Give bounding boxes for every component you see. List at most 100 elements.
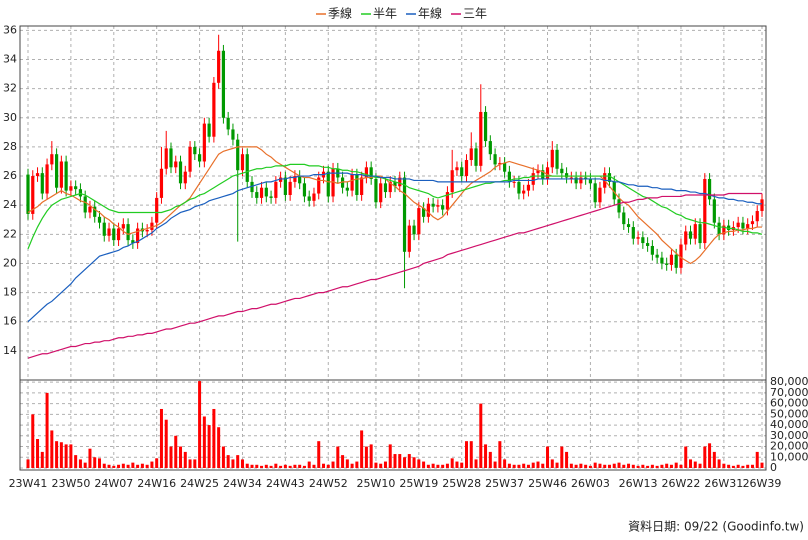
- volume-bar: [588, 465, 592, 468]
- candle-body: [74, 186, 78, 190]
- x-tick-label: 26W22: [662, 477, 701, 490]
- volume-bar: [298, 464, 302, 468]
- candle-body: [379, 183, 383, 203]
- volume-bar: [536, 461, 540, 468]
- volume-bar: [383, 461, 387, 468]
- candle-body: [536, 170, 540, 174]
- candle-body: [431, 203, 435, 207]
- candle-body: [283, 177, 287, 195]
- y2-tick-label: 30,000: [770, 429, 808, 442]
- volume-bar: [331, 461, 335, 468]
- y2-tick-label: 40,000: [770, 418, 808, 431]
- volume-bar: [755, 451, 759, 468]
- candle-body: [264, 187, 268, 197]
- candle-body: [727, 225, 731, 230]
- candle-body: [722, 225, 726, 235]
- legend-label: 三年: [463, 7, 487, 21]
- candle-body: [197, 154, 202, 162]
- volume-bar: [169, 446, 173, 468]
- volume-bar: [255, 464, 259, 468]
- candle-body: [40, 173, 44, 194]
- volume-bar: [655, 465, 659, 468]
- candle-body: [750, 221, 755, 225]
- volume-bar: [360, 430, 364, 468]
- volume-bar: [31, 414, 35, 468]
- volume-bar: [350, 463, 354, 468]
- volume-bar: [526, 464, 530, 468]
- volume-bar: [312, 464, 316, 468]
- candle-body: [760, 199, 764, 212]
- volume-bar: [565, 451, 569, 468]
- y2-tick-label: 0: [770, 461, 777, 474]
- candle-body: [274, 181, 278, 198]
- candle-body: [269, 196, 273, 198]
- candle-body: [250, 181, 254, 193]
- volume-bar: [531, 462, 535, 468]
- volume-bar: [245, 463, 249, 468]
- volume-bar: [322, 463, 326, 468]
- candle-body: [712, 199, 716, 223]
- volume-bar: [145, 464, 149, 468]
- volume-bar: [250, 464, 254, 468]
- volume-bar: [431, 463, 435, 468]
- candle-body: [584, 177, 588, 179]
- volume-bar: [369, 444, 373, 468]
- candle-body: [574, 177, 578, 184]
- candle-body: [498, 162, 502, 165]
- volume-bar: [522, 463, 526, 468]
- candle-body: [707, 178, 712, 200]
- volume-bar: [260, 465, 264, 468]
- volume-bar: [140, 463, 144, 468]
- candle-body: [193, 146, 197, 155]
- volume-bar: [679, 464, 683, 468]
- y-tick-label: 24: [3, 198, 17, 211]
- candle-body: [259, 187, 264, 198]
- volume-bar: [464, 441, 468, 468]
- candle-body: [393, 181, 397, 187]
- candle-body: [598, 187, 602, 203]
- volume-bar: [212, 408, 216, 468]
- volume-bar: [607, 464, 611, 468]
- volume-bar: [126, 464, 130, 468]
- y2-tick-label: 20,000: [770, 440, 808, 453]
- volume-panel: [19, 379, 767, 471]
- candle-body: [116, 228, 121, 241]
- x-tick-label: 25W37: [485, 477, 524, 490]
- candle-body: [59, 161, 63, 188]
- candle-body: [212, 82, 216, 137]
- volume-bar: [541, 463, 545, 468]
- volume-bar: [283, 464, 287, 468]
- volume-bar: [593, 462, 597, 468]
- volume-bar: [107, 464, 111, 468]
- volume-bar: [445, 463, 449, 468]
- volume-bar: [40, 451, 44, 468]
- y2-tick-label: 80,000: [770, 375, 808, 388]
- x-tick-label: 24W16: [137, 477, 176, 490]
- candle-body: [636, 237, 640, 239]
- candle-body: [741, 222, 745, 229]
- candle-body: [312, 193, 316, 201]
- candle-body: [550, 149, 554, 168]
- candle-body: [150, 222, 154, 230]
- volume-bar: [407, 454, 411, 468]
- candle-body: [588, 178, 593, 184]
- volume-bar: [731, 465, 735, 468]
- x-tick-label: 25W28: [442, 477, 481, 490]
- volume-bar: [345, 459, 349, 468]
- candle-body: [35, 173, 40, 177]
- candle-body: [531, 173, 535, 185]
- candle-body: [469, 148, 473, 161]
- volume-bar: [388, 444, 392, 468]
- x-tick-label: 26W39: [743, 477, 782, 490]
- candle-body: [455, 167, 459, 171]
- candle-body: [641, 237, 645, 244]
- volume-bar: [198, 381, 202, 468]
- volume-bar: [121, 463, 125, 468]
- candle-body: [655, 254, 659, 258]
- volume-bar: [727, 464, 731, 468]
- volume-bar: [207, 425, 211, 468]
- candle-body: [245, 154, 249, 182]
- candle-body: [755, 211, 759, 222]
- volume-bar: [660, 464, 664, 468]
